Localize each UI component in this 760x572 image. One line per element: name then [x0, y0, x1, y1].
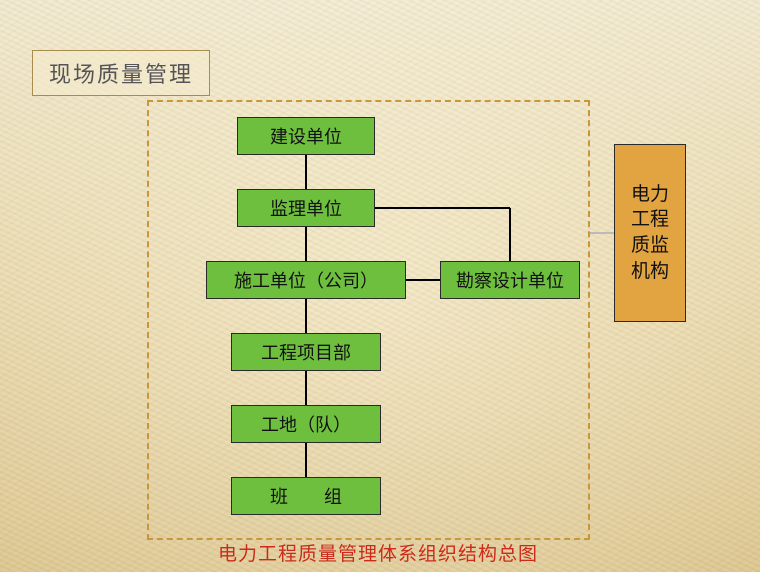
connector — [305, 155, 307, 189]
connector — [305, 227, 307, 261]
dashed-frame — [147, 100, 590, 540]
connector — [305, 299, 307, 333]
page-title-text: 现场质量管理 — [49, 62, 193, 87]
node-dianli: 电力 工程 质监 机构 — [614, 144, 686, 322]
node-jianshe: 建设单位 — [237, 117, 375, 155]
connector — [375, 207, 510, 209]
connector — [305, 443, 307, 477]
node-xiangmu: 工程项目部 — [231, 333, 381, 371]
caption-text: 电力工程质量管理体系组织结构总图 — [218, 544, 538, 565]
connector — [305, 371, 307, 405]
connector — [590, 232, 614, 234]
node-banzu: 班 组 — [231, 477, 381, 515]
node-shigong: 施工单位（公司） — [206, 261, 406, 299]
caption: 电力工程质量管理体系组织结构总图 — [218, 539, 538, 566]
page-title: 现场质量管理 — [32, 50, 210, 96]
node-gongdi: 工地（队） — [231, 405, 381, 443]
connector — [406, 279, 440, 281]
node-kancha: 勘察设计单位 — [440, 261, 580, 299]
connector — [509, 208, 511, 261]
node-jianli: 监理单位 — [237, 189, 375, 227]
